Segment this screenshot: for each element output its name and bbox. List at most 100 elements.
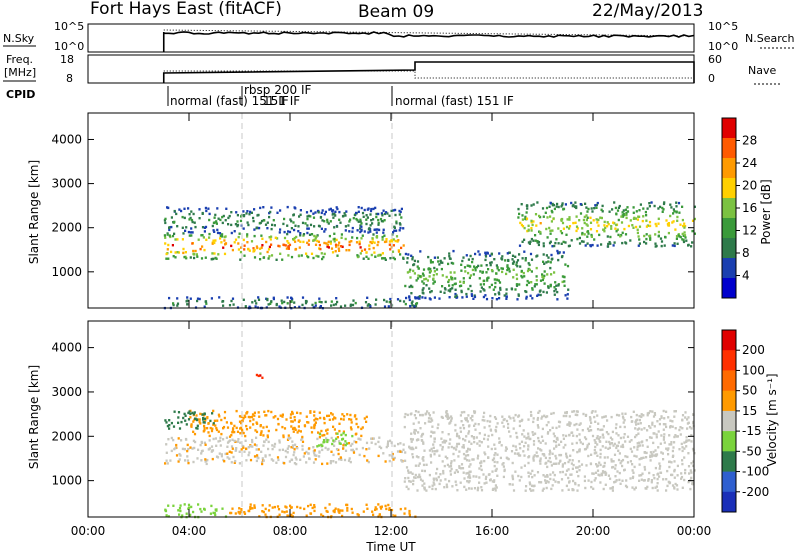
data-cell: [217, 413, 220, 416]
data-cell: [544, 475, 547, 478]
data-cell: [489, 254, 492, 257]
data-cell: [414, 296, 417, 299]
data-cell: [483, 433, 486, 437]
data-cell: [455, 483, 458, 487]
data-cell: [621, 211, 624, 214]
data-cell: [413, 259, 416, 263]
data-cell: [441, 285, 444, 288]
data-cell: [309, 223, 313, 227]
data-cell: [675, 211, 678, 214]
data-cell: [567, 460, 570, 464]
data-cell: [216, 231, 220, 235]
data-cell: [671, 484, 675, 487]
data-cell: [409, 437, 413, 441]
data-cell: [201, 211, 204, 215]
data-cell: [313, 414, 316, 417]
data-cell: [312, 306, 315, 309]
data-cell: [536, 471, 540, 474]
data-cell: [408, 285, 411, 289]
data-cell: [606, 221, 609, 224]
data-cell: [180, 439, 183, 442]
data-cell: [537, 436, 540, 440]
data-cell: [620, 445, 623, 448]
data-cell: [577, 484, 580, 487]
nave-tick-top: 60: [708, 53, 722, 66]
data-cell: [273, 442, 277, 446]
data-cell: [267, 509, 271, 512]
data-cell: [222, 438, 225, 441]
data-cell: [283, 462, 286, 465]
data-cell: [453, 459, 456, 462]
data-cell: [597, 437, 601, 441]
data-cell: [621, 215, 625, 218]
data-cell: [529, 294, 532, 297]
data-cell: [479, 290, 482, 293]
data-cell: [232, 455, 235, 459]
data-cell: [526, 207, 529, 210]
data-cell: [405, 296, 408, 300]
data-cell: [327, 246, 330, 249]
data-cell: [575, 225, 579, 228]
data-cell: [268, 245, 271, 249]
data-cell: [629, 477, 632, 480]
data-cell: [330, 300, 333, 303]
data-cell: [550, 220, 553, 223]
data-cell: [425, 489, 428, 492]
data-cell: [660, 244, 663, 248]
data-cell: [210, 297, 213, 300]
data-cell: [491, 297, 494, 300]
data-cell: [681, 446, 684, 449]
data-cell: [301, 435, 304, 439]
data-cell: [170, 250, 173, 254]
data-cell: [170, 449, 173, 453]
data-cell: [210, 258, 213, 261]
data-cell: [405, 485, 408, 488]
data-cell: [308, 457, 311, 460]
data-cell: [220, 432, 223, 436]
data-cell: [616, 209, 620, 212]
data-cell: [548, 226, 551, 230]
data-cell: [329, 460, 332, 463]
data-cell: [203, 424, 206, 428]
data-cell: [658, 462, 661, 465]
data-cell: [375, 298, 378, 301]
data-cell: [587, 232, 590, 235]
data-cell: [453, 471, 456, 474]
colorbar-block: [722, 330, 736, 351]
data-cell: [478, 444, 481, 447]
data-cell: [670, 461, 673, 464]
data-cell: [636, 228, 639, 231]
data-cell: [623, 419, 626, 422]
data-cell: [641, 472, 644, 475]
data-cell: [285, 247, 288, 250]
data-cell: [189, 412, 192, 416]
data-cell: [235, 211, 238, 214]
data-cell: [672, 208, 675, 211]
data-cell: [351, 442, 354, 446]
data-cell: [480, 486, 483, 489]
data-cell: [326, 243, 329, 246]
data-cell: [395, 235, 399, 238]
data-cell: [680, 472, 683, 475]
data-cell: [307, 239, 311, 242]
data-cell: [165, 421, 168, 424]
data-cell: [247, 248, 250, 251]
data-cell: [693, 232, 696, 235]
data-cell: [239, 219, 243, 223]
data-cell: [432, 443, 435, 446]
nsearch-trace: [163, 29, 695, 37]
data-cell: [653, 432, 656, 435]
data-cell: [601, 445, 604, 448]
data-cell: [548, 456, 551, 460]
data-cell: [318, 243, 321, 247]
nave-label: Nave: [748, 64, 776, 77]
data-cell: [409, 480, 412, 483]
data-cell: [623, 433, 626, 436]
colorbar-tick-label: -50: [742, 444, 762, 458]
data-cell: [390, 239, 393, 242]
data-cell: [203, 441, 206, 444]
data-cell: [598, 461, 601, 464]
data-cell: [520, 269, 523, 273]
data-cell: [615, 446, 618, 450]
colorbar-block: [722, 158, 736, 179]
